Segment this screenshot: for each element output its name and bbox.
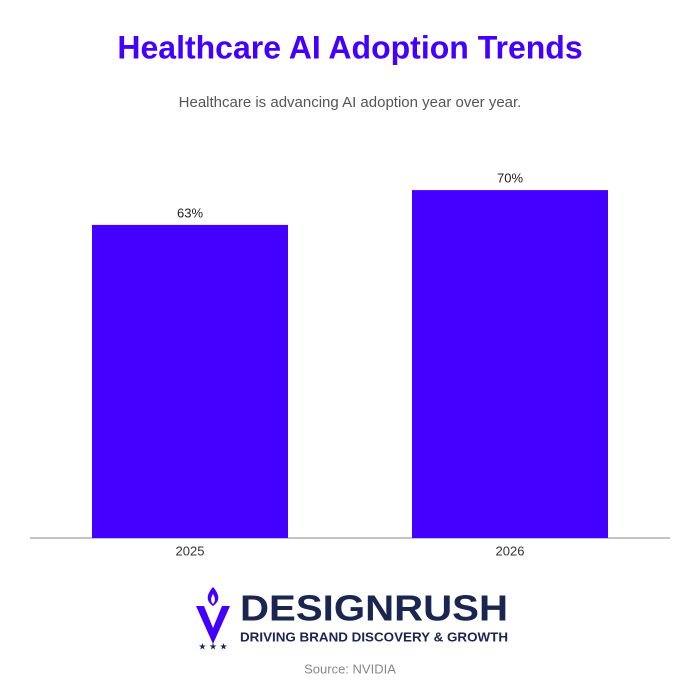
x-tick-label: 2025 [176,543,205,558]
value-label: 63% [177,205,203,220]
x-tick-label: 2026 [496,543,525,558]
chart-subtitle: Healthcare is advancing AI adoption year… [179,94,522,111]
source: Source: NVIDIA [304,661,396,676]
svg-text:★ ★ ★: ★ ★ ★ [198,641,227,651]
logo-icon: ★ ★ ★ [196,587,230,651]
logo-tagline: DRIVING BRAND DISCOVERY & GROWTH [240,629,508,644]
logo-name: DESIGNRUSH [240,588,508,629]
value-label: 70% [497,171,523,186]
chart-title: Healthcare AI Adoption Trends [117,29,582,65]
bar [412,190,608,538]
bar [92,224,288,538]
